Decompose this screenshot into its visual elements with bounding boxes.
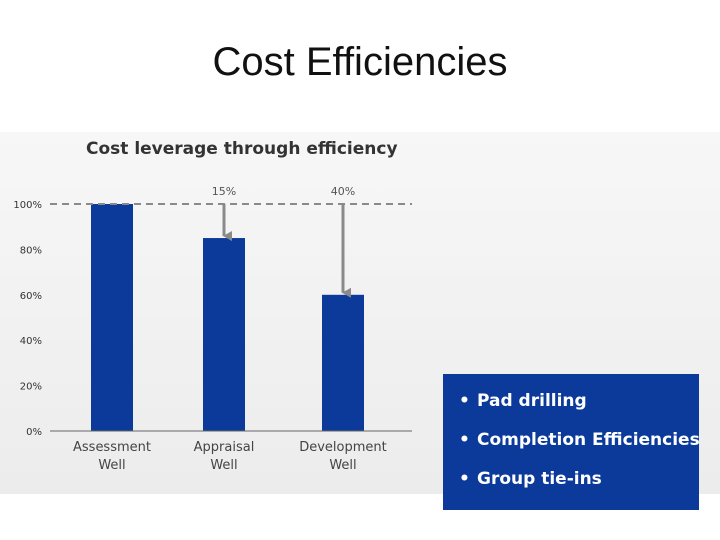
y-tick-label: 80% — [20, 245, 42, 256]
efficiency-list: • Pad drilling • Completion Efficiencies • Gr… — [443, 374, 700, 503]
y-tick-label: 100% — [13, 200, 42, 211]
efficiency-item: • Group tie-ins — [459, 464, 699, 503]
reduction-label: 40% — [331, 185, 355, 198]
y-tick-label: 0% — [26, 427, 42, 438]
category-label: Assessment — [73, 440, 151, 455]
efficiency-item-label: Pad drilling — [477, 391, 587, 411]
category-label: Appraisal — [194, 440, 255, 455]
bullet-icon: • — [459, 391, 470, 411]
category-label: Well — [98, 458, 125, 473]
category-label: Well — [329, 458, 356, 473]
bar-chart: Cost leverage through efficiency 0% 20% 40… — [13, 139, 412, 473]
efficiency-item-label: Group tie-ins — [477, 469, 602, 489]
y-tick-label: 60% — [20, 291, 42, 302]
y-tick-label: 40% — [20, 336, 42, 347]
category-label: Development — [299, 440, 387, 455]
efficiency-item-label: Completion Efficiencies — [477, 430, 700, 450]
efficiency-info-box: • Pad drilling • Completion Efficiencies • Gr… — [443, 374, 700, 510]
y-tick-label: 20% — [20, 382, 42, 393]
category-label: Well — [210, 458, 237, 473]
efficiency-item: • Pad drilling — [459, 386, 699, 425]
bar — [91, 204, 133, 431]
reduction-label: 15% — [212, 185, 236, 198]
bar — [322, 294, 364, 431]
bar — [203, 238, 245, 431]
bullet-icon: • — [459, 430, 470, 450]
chart-title: Cost leverage through efficiency — [86, 139, 398, 159]
slide-title: Cost Efficiencies — [212, 40, 508, 84]
efficiency-item: • Completion Efficiencies — [459, 425, 700, 464]
bullet-icon: • — [459, 469, 470, 489]
chart-panel: Cost leverage through efficiency 0% 20% 40… — [0, 132, 720, 510]
